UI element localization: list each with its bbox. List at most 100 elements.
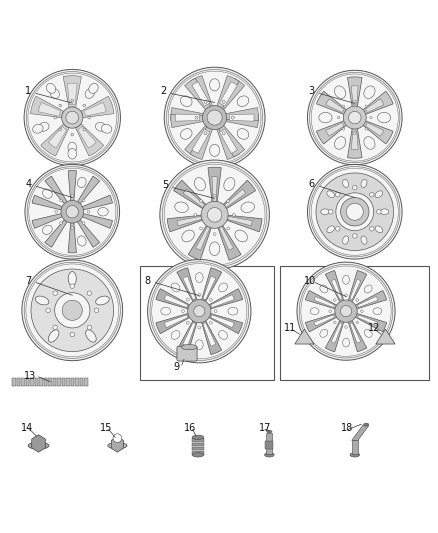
Circle shape — [336, 192, 340, 197]
Polygon shape — [295, 329, 314, 344]
Bar — [21, 378, 25, 386]
Circle shape — [160, 160, 269, 270]
Circle shape — [342, 128, 345, 130]
Text: 4: 4 — [25, 179, 32, 189]
Polygon shape — [224, 189, 246, 207]
Circle shape — [349, 111, 361, 124]
Circle shape — [370, 227, 374, 231]
Ellipse shape — [28, 442, 49, 449]
Bar — [80, 378, 83, 386]
Polygon shape — [224, 108, 258, 120]
Ellipse shape — [89, 83, 98, 93]
Ellipse shape — [380, 209, 389, 215]
Circle shape — [233, 213, 235, 216]
Polygon shape — [326, 99, 344, 112]
Bar — [192, 442, 204, 446]
Ellipse shape — [375, 191, 383, 198]
Circle shape — [341, 198, 369, 226]
Polygon shape — [177, 319, 198, 354]
Ellipse shape — [350, 453, 360, 457]
Ellipse shape — [219, 330, 227, 340]
Polygon shape — [190, 125, 213, 159]
Polygon shape — [317, 120, 347, 144]
Bar — [62, 378, 65, 386]
Ellipse shape — [195, 273, 203, 282]
Polygon shape — [32, 213, 64, 228]
Polygon shape — [314, 296, 335, 308]
Polygon shape — [216, 125, 239, 159]
Polygon shape — [207, 289, 243, 310]
Circle shape — [334, 298, 336, 301]
Bar — [192, 447, 204, 450]
Polygon shape — [224, 115, 258, 127]
Polygon shape — [314, 315, 335, 326]
Circle shape — [222, 132, 225, 135]
Circle shape — [345, 294, 347, 296]
Circle shape — [310, 72, 400, 163]
Circle shape — [82, 199, 85, 201]
Circle shape — [198, 326, 201, 329]
Ellipse shape — [335, 86, 346, 99]
Text: 10: 10 — [304, 276, 317, 286]
Text: 15: 15 — [100, 423, 112, 433]
Circle shape — [213, 194, 216, 197]
Circle shape — [336, 227, 340, 231]
Polygon shape — [357, 296, 378, 308]
Ellipse shape — [361, 236, 367, 244]
Circle shape — [55, 211, 57, 213]
Circle shape — [194, 213, 197, 216]
Bar — [35, 378, 38, 386]
Ellipse shape — [241, 202, 254, 213]
Ellipse shape — [327, 226, 335, 233]
Circle shape — [200, 227, 202, 230]
Circle shape — [227, 200, 230, 203]
Ellipse shape — [85, 88, 95, 99]
Ellipse shape — [378, 112, 391, 123]
Bar — [75, 378, 79, 386]
Polygon shape — [354, 290, 387, 309]
Ellipse shape — [235, 230, 247, 242]
Circle shape — [164, 165, 265, 265]
Circle shape — [340, 305, 352, 317]
Text: 3: 3 — [309, 86, 315, 96]
Text: 9: 9 — [173, 362, 179, 372]
Circle shape — [26, 264, 119, 357]
Bar — [12, 378, 15, 386]
Polygon shape — [164, 315, 188, 328]
Circle shape — [337, 116, 340, 119]
Polygon shape — [183, 322, 196, 346]
Circle shape — [60, 222, 62, 224]
Text: 11: 11 — [284, 323, 296, 333]
Polygon shape — [75, 124, 104, 156]
Bar — [71, 378, 74, 386]
Circle shape — [94, 308, 99, 312]
Circle shape — [168, 71, 261, 164]
Ellipse shape — [68, 271, 76, 286]
Polygon shape — [219, 82, 237, 106]
Polygon shape — [81, 213, 113, 228]
Circle shape — [162, 163, 267, 267]
Ellipse shape — [320, 329, 328, 337]
Ellipse shape — [343, 338, 350, 347]
Polygon shape — [167, 215, 205, 232]
Ellipse shape — [78, 177, 86, 188]
Circle shape — [164, 67, 265, 168]
Bar — [192, 451, 204, 455]
Circle shape — [222, 100, 225, 103]
Polygon shape — [111, 437, 124, 452]
Polygon shape — [347, 77, 362, 108]
Ellipse shape — [209, 242, 220, 256]
Text: 14: 14 — [21, 423, 33, 433]
Polygon shape — [156, 313, 192, 334]
Polygon shape — [352, 425, 369, 440]
Ellipse shape — [194, 177, 205, 191]
Polygon shape — [68, 171, 76, 203]
Text: 1: 1 — [25, 86, 32, 96]
Polygon shape — [350, 322, 361, 343]
Circle shape — [204, 100, 207, 103]
Polygon shape — [354, 313, 387, 332]
Circle shape — [83, 104, 85, 107]
Circle shape — [345, 326, 347, 328]
Circle shape — [66, 111, 79, 124]
Circle shape — [28, 73, 117, 162]
